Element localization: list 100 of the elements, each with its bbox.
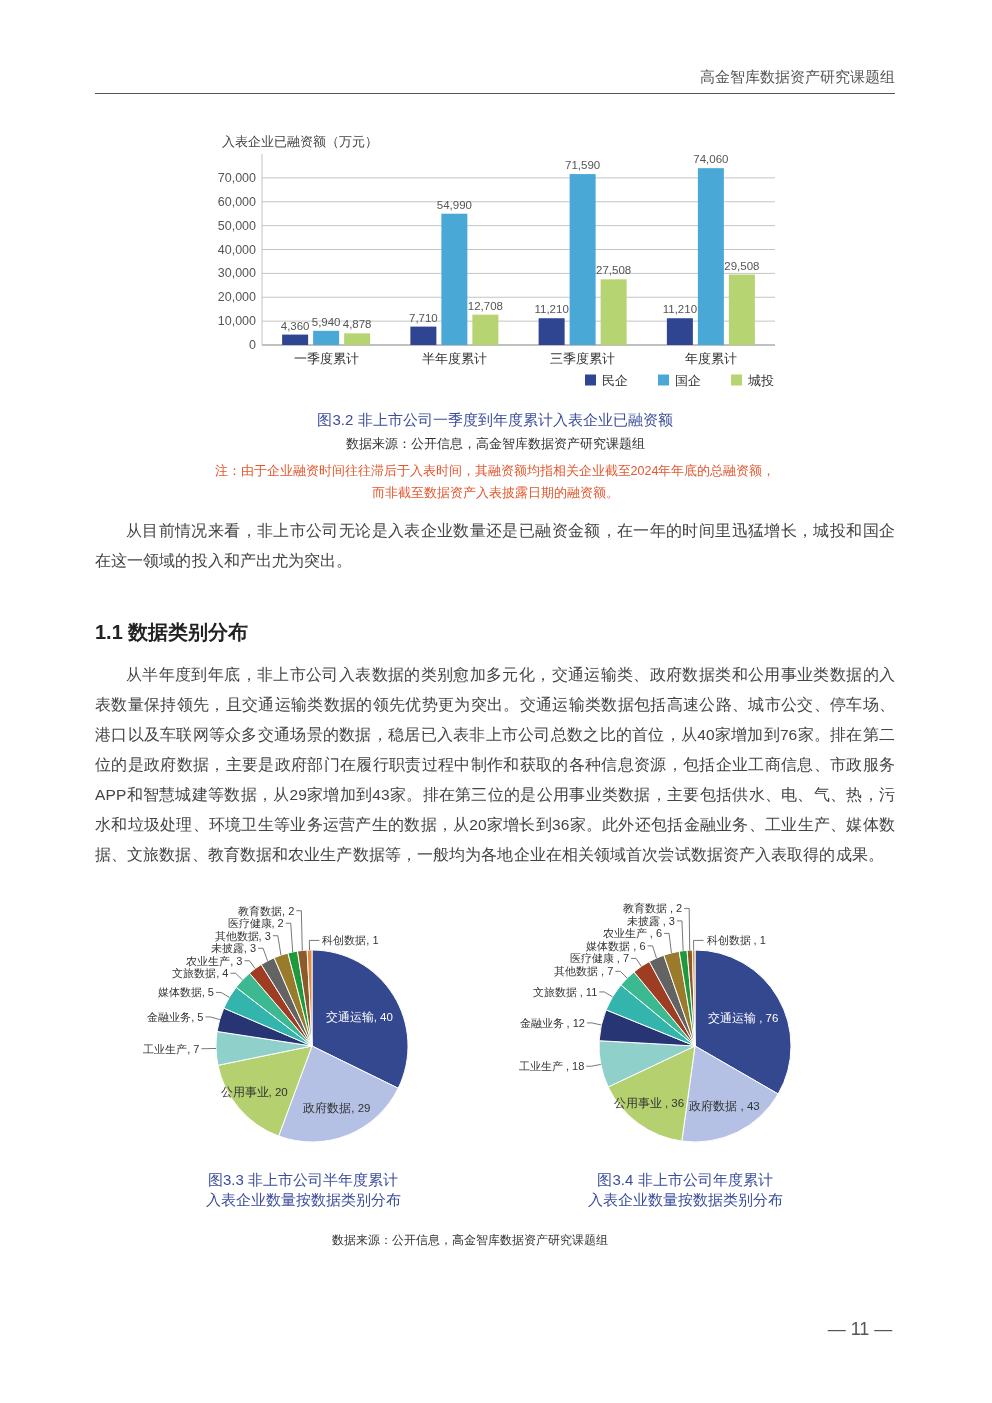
bar xyxy=(666,318,693,345)
y-tick-label: 70,000 xyxy=(217,170,257,185)
bar xyxy=(441,213,468,345)
data-label: , 7 xyxy=(613,952,630,965)
data-label: , 40 xyxy=(373,1010,393,1023)
source-note: 数据来源：公开信息，高金智库数据资产研究课题组 xyxy=(344,436,646,453)
y-tick-label: 60,000 xyxy=(217,194,257,209)
bar xyxy=(538,318,565,345)
slice-label: 农业生产 xyxy=(186,954,231,967)
text: — 11 — xyxy=(826,1318,894,1341)
data-label: 27,508 xyxy=(596,264,632,277)
data-label: , 29 xyxy=(351,1102,371,1115)
slice-label: 文旅数据 xyxy=(172,967,217,980)
data-label: 4,360 xyxy=(280,319,310,332)
x-tick-label: 年度累计 xyxy=(684,351,737,366)
y-axis-title: 入表企业已融资额（万元） xyxy=(222,135,378,149)
slice-label: 交通运输 xyxy=(325,1009,374,1023)
bar xyxy=(728,274,755,345)
slice-label: 农业生产 xyxy=(602,927,647,940)
text: 从半年度到年底，非上市公司入表数据的类别愈加多元化，交通运输类、政府数据类和公用事业类数据的入表数量保持领先，且交通运输类数据的领先优势更为突出。交通运输类数据包括高速公路、城市公交、停车场、港口以及车联网等众多交通场景的数据，稳居已入表非上市公司总数之比的首位，从40家增加到76家。排在第二位的是政府数据，主要是政府部门在履行职责过程中制作和获取的各种信息资源，包括企业工商信息、市政服务APP和智慧城建等数据，从29家增加到43家。排在第三位的是公用事业类数据，主要包括供水、电、气、热，污水和垃圾处理、环境卫生等业务运营产生的数据，从20家增长到36家。此外还包括金融业务、工业生产、媒体数据、文旅数据、教育数据和农业生产数据等，一般均为各地企业在相关领域首次尝试数据资产入表取得的成果。 xyxy=(95,665,895,865)
data-label: , 76 xyxy=(756,1012,779,1025)
data-label: 74,060 xyxy=(693,153,729,166)
data-label: , 2 xyxy=(282,904,295,917)
data-label: , 1 xyxy=(366,934,379,947)
data-label: , 2 xyxy=(666,902,683,915)
data-label: , 11 xyxy=(576,985,598,998)
x-tick-label: 一季度累计 xyxy=(293,351,359,366)
slice-label: 科创数据 xyxy=(322,934,367,947)
slice-label: 媒体数据 xyxy=(157,986,202,999)
data-label: 11,210 xyxy=(534,303,569,316)
data-label: , 7 xyxy=(598,965,614,978)
data-label: , 2 xyxy=(271,917,284,930)
data-label: , 6 xyxy=(630,939,646,952)
bar xyxy=(697,168,724,345)
legend-label: 城投 xyxy=(747,372,774,388)
data-label: , 12 xyxy=(563,1016,585,1029)
source-note: 数据来源：公开信息，高金智库数据资产研究课题组 xyxy=(331,1232,609,1249)
y-tick-label: 20,000 xyxy=(217,290,257,305)
data-label: 71,590 xyxy=(565,159,601,172)
bar xyxy=(313,330,340,345)
bar xyxy=(600,279,627,345)
legend-label: 国企 xyxy=(675,372,701,388)
data-label: , 3 xyxy=(258,929,271,942)
slice-label: 政府数据 xyxy=(689,1099,738,1113)
bar xyxy=(282,334,309,345)
bar xyxy=(472,314,499,345)
slice-label: 医疗健康 xyxy=(569,952,614,965)
text: 高金智库数据资产研究课题组 xyxy=(95,66,895,94)
legend-label: 民企 xyxy=(602,372,628,388)
slice-label: 其他数据 xyxy=(554,965,599,978)
data-label: , 36 xyxy=(661,1097,685,1110)
slice-label: 媒体数据 xyxy=(586,939,631,952)
data-label: , 3 xyxy=(243,942,257,955)
slice-label: 未披露 xyxy=(210,942,244,955)
data-label: 12,708 xyxy=(467,299,503,312)
text: 从目前情况来看，非上市公司无论是入表企业数量还是已融资金额，在一年的时间里迅猛增长，城投和国企在这一领域的投入和产出尤为突出。 xyxy=(95,521,895,571)
y-tick-label: 30,000 xyxy=(217,266,257,281)
data-label: , 18 xyxy=(562,1060,585,1073)
data-label: 54,990 xyxy=(436,198,472,211)
data-label: , 4 xyxy=(216,967,229,980)
data-label: 29,508 xyxy=(724,259,760,272)
slice-label: 教育数据 xyxy=(622,902,667,915)
data-label: , 43 xyxy=(737,1100,760,1113)
data-label: 5,940 xyxy=(311,315,341,328)
slice-label: 政府数据 xyxy=(303,1101,352,1115)
slice-label: 工业生产 xyxy=(518,1060,563,1073)
text: 注：由于企业融资时间往往滞后于入表时间，其融资额均指相关企业截至2024年年底的总融资额，而非截至数据资产入表披露日期的融资额。 xyxy=(213,463,777,502)
text: 图3.3 非上市公司半年度累计入表企业数量按数据类别分布 xyxy=(204,1170,402,1210)
slice-label: 工业生产 xyxy=(143,1042,188,1055)
x-tick-label: 半年度累计 xyxy=(421,351,487,366)
data-label: 4,878 xyxy=(342,318,372,331)
text: 图3.4 非上市公司年度累计入表企业数量按数据类别分布 xyxy=(586,1170,784,1210)
text: 1.1 数据类别分布 xyxy=(95,620,250,645)
bar xyxy=(410,326,437,345)
slice-label: 未披露 xyxy=(626,914,660,927)
text: 图3.2 非上市公司一季度到年度累计入表企业已融资额 xyxy=(316,410,674,430)
slice-label: 医疗健康 xyxy=(227,917,272,930)
data-label: 11,210 xyxy=(662,303,698,316)
y-tick-label: 40,000 xyxy=(217,242,257,257)
data-label: , 20 xyxy=(268,1086,288,1099)
slice-label: 教育数据 xyxy=(238,904,283,917)
y-tick-label: 10,000 xyxy=(217,314,257,329)
data-label: , 3 xyxy=(659,914,675,927)
y-tick-label: 50,000 xyxy=(217,218,257,233)
data-label: , 5 xyxy=(191,1010,204,1023)
data-label: , 7 xyxy=(187,1042,200,1055)
slice-label: 其他数据 xyxy=(214,929,259,942)
bar xyxy=(344,333,371,345)
slice-label: 文旅数据 xyxy=(532,985,577,998)
slice-label: 交通运输 xyxy=(708,1011,757,1025)
data-label: , 1 xyxy=(750,934,766,947)
slice-label: 科创数据 xyxy=(706,934,751,947)
data-label: , 5 xyxy=(201,986,214,999)
data-label: 7,710 xyxy=(408,311,438,324)
slice-label: 金融业务 xyxy=(147,1010,192,1023)
y-tick-label: 0 xyxy=(249,338,257,352)
data-label: , 6 xyxy=(646,927,663,940)
slice-label: 金融业务 xyxy=(519,1016,564,1029)
x-tick-label: 三季度累计 xyxy=(550,351,616,366)
data-label: , 3 xyxy=(230,954,243,967)
